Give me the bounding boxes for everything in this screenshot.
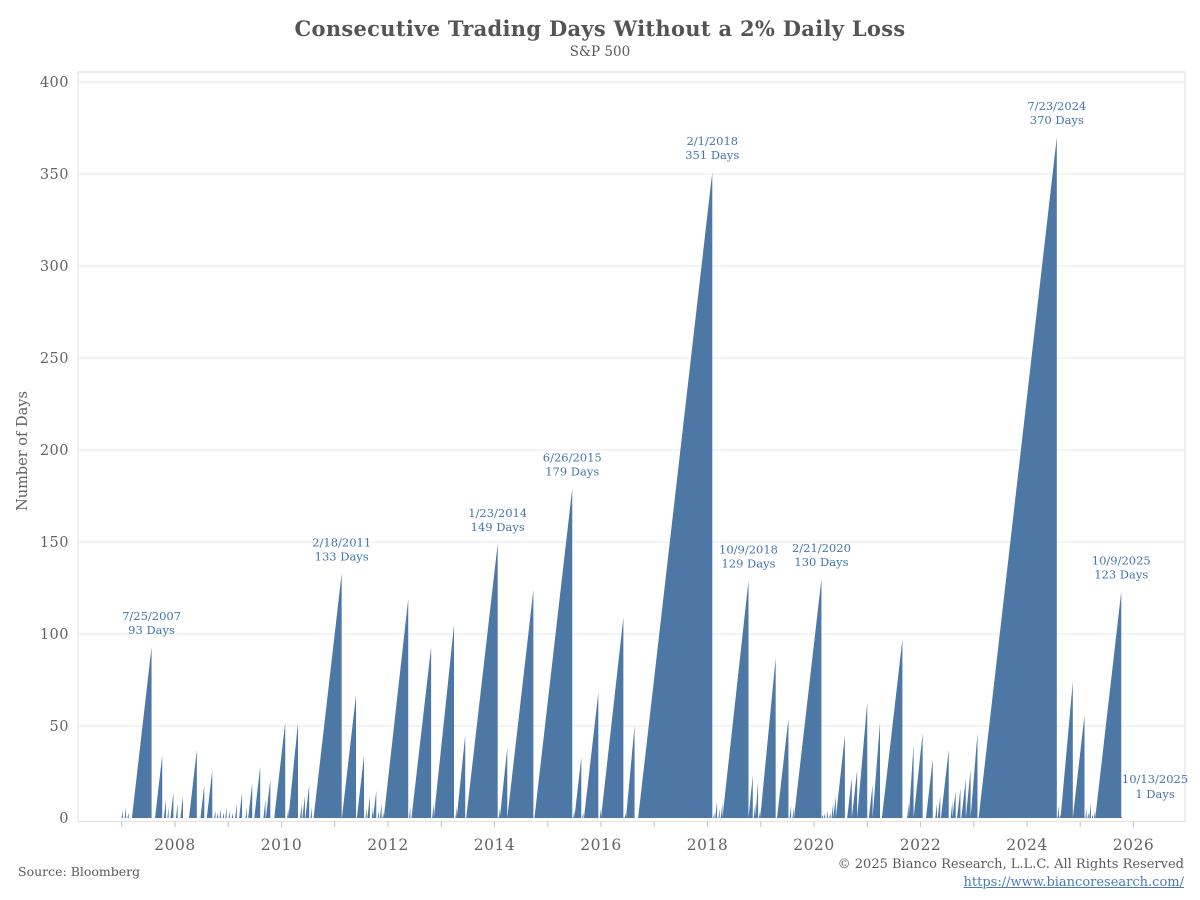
annotation-value: 149 Days xyxy=(471,520,525,534)
annotation-date: 10/9/2025 xyxy=(1092,554,1151,568)
annotation-date: 10/13/2025 xyxy=(1122,772,1188,786)
x-axis-label: 2008 xyxy=(154,836,195,854)
y-axis-title: Number of Days xyxy=(15,391,31,511)
annotation-value: 351 Days xyxy=(685,148,739,162)
chart-title: Consecutive Trading Days Without a 2% Da… xyxy=(294,16,906,41)
copyright-block: © 2025 Bianco Research, L.L.C. All Right… xyxy=(838,856,1184,892)
annotation-date: 7/23/2024 xyxy=(1027,99,1086,113)
x-axis-label: 2020 xyxy=(793,836,834,854)
y-axis-label: 0 xyxy=(59,811,69,827)
annotation-date: 7/25/2007 xyxy=(122,609,181,623)
annotation-value: 129 Days xyxy=(721,557,775,571)
annotation-value: 179 Days xyxy=(545,465,599,479)
y-axis-label: 150 xyxy=(40,535,69,551)
source-note: Source: Bloomberg xyxy=(18,864,141,879)
y-axis-label: 350 xyxy=(40,167,69,183)
annotation-date: 2/18/2011 xyxy=(312,535,371,549)
y-axis-label: 50 xyxy=(50,719,69,735)
annotation-date: 2/1/2018 xyxy=(686,134,738,148)
annotation-date: 1/23/2014 xyxy=(468,506,527,520)
annotation-value: 123 Days xyxy=(1094,568,1148,582)
x-axis-label: 2018 xyxy=(687,836,728,854)
copyright-text: © 2025 Bianco Research, L.L.C. All Right… xyxy=(837,857,1184,872)
x-axis-label: 2014 xyxy=(474,836,515,854)
annotation-value: 1 Days xyxy=(1135,787,1175,801)
annotation-value: 133 Days xyxy=(315,549,369,563)
x-axis-label: 2012 xyxy=(367,836,408,854)
x-axis-label: 2022 xyxy=(900,836,941,854)
y-axis-label: 100 xyxy=(40,627,69,643)
y-axis-label: 200 xyxy=(40,443,69,459)
plot-frame xyxy=(77,71,1186,823)
area-series xyxy=(121,137,1123,818)
x-axis-label: 2016 xyxy=(580,836,621,854)
x-axis-label: 2024 xyxy=(1006,836,1047,854)
annotation-date: 2/21/2020 xyxy=(792,541,851,555)
y-axis-label: 250 xyxy=(40,351,69,367)
annotation-date: 10/9/2018 xyxy=(719,543,778,557)
annotation-value: 370 Days xyxy=(1030,113,1084,127)
y-axis-label: 400 xyxy=(40,75,69,91)
annotation-date: 6/26/2015 xyxy=(543,451,602,465)
bianco-research-link[interactable]: https://www.biancoresearch.com/ xyxy=(963,875,1184,890)
x-axis-label: 2026 xyxy=(1113,836,1154,854)
y-axis-label: 300 xyxy=(40,259,69,275)
annotation-value: 130 Days xyxy=(794,555,848,569)
annotation-value: 93 Days xyxy=(128,623,175,637)
x-axis-label: 2010 xyxy=(261,836,302,854)
chart-subtitle: S&P 500 xyxy=(569,44,631,60)
